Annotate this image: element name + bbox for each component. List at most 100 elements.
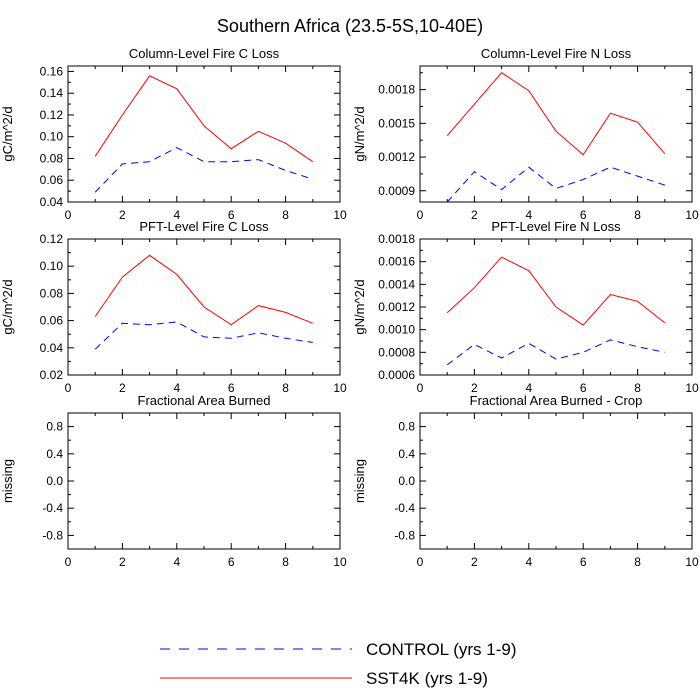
legend-label: CONTROL (yrs 1-9) (366, 640, 517, 659)
series-line-control (446, 339, 665, 366)
x-tick-label: 6 (580, 381, 587, 395)
x-tick-label: 8 (282, 208, 289, 222)
y-tick-label: 0.0009 (378, 184, 415, 198)
y-tick-label: 0.0018 (378, 83, 415, 97)
y-tick-label: 0.0008 (378, 345, 415, 359)
y-tick-label: 0.0012 (378, 150, 415, 164)
y-axis-title: gN/m^2/d (352, 106, 367, 161)
x-tick-label: 8 (634, 555, 641, 569)
x-tick-label: 6 (228, 381, 235, 395)
y-tick-label: 0.08 (40, 151, 64, 165)
x-tick-label: 6 (228, 555, 235, 569)
x-tick-label: 2 (119, 555, 126, 569)
y-axis-title: gN/m^2/d (352, 279, 367, 334)
y-tick-label: 0.08 (40, 286, 64, 300)
y-tick-label: 0.10 (40, 259, 64, 273)
x-tick-label: 4 (525, 208, 532, 222)
x-tick-label: 0 (65, 381, 72, 395)
x-tick-label: 0 (417, 555, 424, 569)
x-tick-label: 10 (333, 381, 347, 395)
y-axis-title: gC/m^2/d (0, 279, 15, 334)
series-line-control (94, 147, 313, 193)
legend-label: SST4K (yrs 1-9) (366, 669, 488, 688)
panel-title: Fractional Area Burned (138, 393, 271, 408)
x-tick-label: 6 (580, 555, 587, 569)
y-tick-label: 0.0 (46, 474, 63, 488)
y-tick-label: -0.4 (394, 501, 415, 515)
x-tick-label: 2 (119, 381, 126, 395)
x-tick-label: 4 (173, 381, 180, 395)
x-tick-label: 2 (471, 381, 478, 395)
series-line-sst4k (446, 72, 666, 156)
y-axis-title: gC/m^2/d (0, 106, 15, 161)
series-line-sst4k (446, 256, 666, 326)
x-tick-label: 2 (471, 555, 478, 569)
series-line-sst4k (94, 254, 313, 326)
plot-frame (419, 412, 693, 550)
y-tick-label: 0.0010 (378, 323, 415, 337)
y-tick-label: 0.0012 (378, 300, 415, 314)
panel-title: Fractional Area Burned - Crop (470, 393, 643, 408)
y-tick-label: -0.8 (394, 528, 415, 542)
panel-2: 0 2 4 6 8 10 0.0009 0.0012 0.0015 0.0018 Column-Le… (352, 46, 699, 222)
x-tick-label: 2 (119, 208, 126, 222)
panel-title: Column-Level Fire C Loss (129, 46, 280, 61)
y-tick-label: 0.0018 (378, 232, 415, 246)
panel-1: 0 2 4 6 8 10 0.04 0.06 0.08 0.10 0.12 0.14 0.16 Colum… (0, 46, 347, 222)
x-tick-label: 0 (417, 381, 424, 395)
plot-frame (67, 65, 341, 203)
x-tick-label: 4 (173, 208, 180, 222)
panel-title: PFT-Level Fire N Loss (491, 219, 621, 234)
x-tick-label: 4 (525, 555, 532, 569)
y-tick-label: 0.0016 (378, 255, 415, 269)
x-tick-label: 2 (471, 208, 478, 222)
y-tick-label: -0.8 (42, 528, 63, 542)
x-tick-label: 8 (634, 381, 641, 395)
x-tick-label: 10 (333, 208, 347, 222)
panel-6: 0 2 4 6 8 10 -0.8 -0.4 0.0 0.4 0.8 Fractional Area … (352, 393, 699, 569)
plot-frame (419, 65, 693, 203)
y-tick-label: 0.02 (40, 368, 64, 382)
x-tick-label: 10 (333, 555, 347, 569)
y-tick-label: 0.12 (40, 108, 64, 122)
y-tick-label: -0.4 (42, 501, 63, 515)
y-tick-label: 0.0 (398, 474, 415, 488)
panel-title: PFT-Level Fire C Loss (139, 219, 269, 234)
figure-title: Southern Africa (23.5-5S,10-40E) (217, 16, 483, 36)
panel-4: 0 2 4 6 8 10 0.0006 0.0008 0.0010 0.0012 0.0014 0.0… (352, 219, 699, 395)
x-tick-label: 0 (65, 208, 72, 222)
legend: CONTROL (yrs 1-9) SST4K (yrs 1-9) (160, 640, 517, 688)
x-tick-label: 10 (685, 555, 699, 569)
x-tick-label: 8 (282, 555, 289, 569)
y-tick-label: 0.06 (40, 314, 64, 328)
y-tick-label: 0.8 (46, 420, 63, 434)
x-tick-label: 0 (417, 208, 424, 222)
series-line-control (94, 321, 313, 350)
panel-3: 0 2 4 6 8 10 0.02 0.04 0.06 0.08 0.10 0.12 PFT-Level… (0, 219, 347, 395)
x-tick-label: 8 (282, 381, 289, 395)
y-tick-label: 0.14 (40, 86, 64, 100)
y-axis-title: missing (0, 459, 15, 503)
y-tick-label: 0.4 (398, 447, 415, 461)
y-tick-label: 0.8 (398, 420, 415, 434)
y-tick-label: 0.04 (40, 195, 64, 209)
x-tick-label: 10 (685, 208, 699, 222)
x-tick-label: 6 (580, 208, 587, 222)
series-line-control (446, 166, 665, 203)
y-tick-label: 0.10 (40, 130, 64, 144)
x-tick-label: 6 (228, 208, 235, 222)
y-tick-label: 0.0015 (378, 116, 415, 130)
y-tick-label: 0.12 (40, 232, 64, 246)
y-axis-title: missing (352, 459, 367, 503)
x-tick-label: 4 (525, 381, 532, 395)
y-tick-label: 0.0006 (378, 368, 415, 382)
panel-5: 0 2 4 6 8 10 -0.8 -0.4 0.0 0.4 0.8 Fractional Area … (0, 393, 347, 569)
x-tick-label: 10 (685, 381, 699, 395)
y-tick-label: 0.04 (40, 341, 64, 355)
panels: 0 2 4 6 8 100.040.060.080.100.120.140.16Colum… (0, 46, 699, 569)
series-line-sst4k (94, 75, 314, 163)
panel-title: Column-Level Fire N Loss (481, 46, 632, 61)
y-tick-label: 0.06 (40, 173, 64, 187)
plot-frame (67, 412, 341, 550)
